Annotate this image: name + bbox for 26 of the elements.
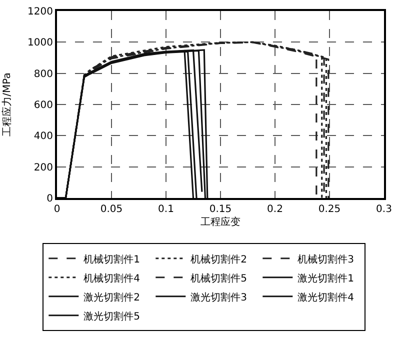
legend-label: 激光切割件3 [190,291,248,304]
y-tick-label: 400 [34,131,53,142]
x-tick-label: 0.25 [318,204,341,215]
y-tick-label: 1200 [28,6,53,18]
legend-label: 激光切割件1 [298,272,354,284]
y-tick-label: 800 [34,68,53,80]
x-tick-label: 0.3 [376,204,392,215]
x-tick-label: 0.05 [100,204,123,215]
legend-label: 机械切割件2 [190,253,248,266]
y-tick-label: 600 [34,100,53,111]
x-tick-label: 0.2 [267,204,283,215]
y-tick-label: 1000 [28,38,53,49]
legend-label: 机械切割件4 [84,272,140,284]
y-axis-title: 工程应力/MPa [1,72,14,136]
legend-label: 激光切割件2 [84,291,140,304]
legend-label: 机械切割件1 [84,253,140,266]
legend-label: 激光切割件5 [84,310,140,322]
x-tick-label: 0.15 [209,204,232,215]
y-tick-label: 200 [34,162,53,174]
legend-label: 机械切割件3 [298,253,354,266]
legend-label: 激光切割件4 [298,291,354,304]
x-tick-label: 0 [54,204,60,215]
x-tick-label: 0.1 [158,204,174,215]
y-tick-label: 0 [46,194,53,204]
x-axis-title: 工程应变 [200,216,240,228]
legend-label: 机械切割件5 [190,272,248,284]
